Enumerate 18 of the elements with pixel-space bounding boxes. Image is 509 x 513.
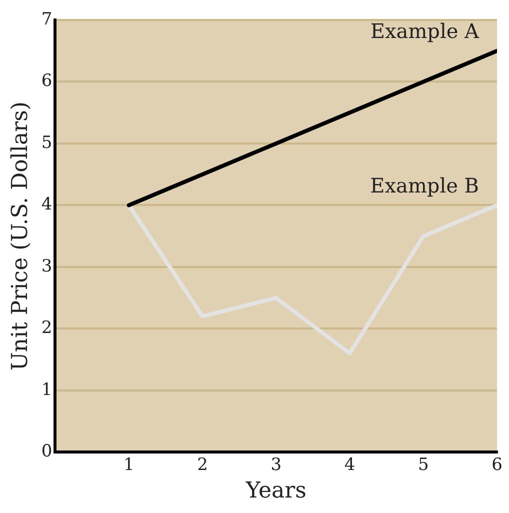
- y-axis-title: Unit Price (U.S. Dollars): [8, 102, 33, 371]
- x-tick-label: 2: [197, 454, 208, 475]
- y-tick-label: 5: [41, 132, 52, 153]
- x-tick-label: 1: [123, 454, 134, 475]
- x-tick-label: 4: [344, 454, 356, 475]
- y-tick-label: 1: [41, 380, 52, 400]
- x-tick-label: 6: [492, 454, 502, 475]
- y-tick-label: 2: [41, 318, 52, 338]
- y-tick-label: 6: [41, 71, 52, 92]
- x-tick-label: 3: [270, 454, 282, 475]
- series-label: Example B: [370, 173, 479, 198]
- x-tick-label: 5: [418, 454, 429, 475]
- y-tick-label: 4: [41, 194, 52, 215]
- series-label: Example A: [370, 19, 480, 44]
- x-axis-title: Years: [244, 478, 306, 504]
- y-tick-label: 0: [41, 442, 52, 462]
- y-tick-label: 3: [41, 256, 52, 276]
- y-tick-label: 7: [41, 9, 52, 30]
